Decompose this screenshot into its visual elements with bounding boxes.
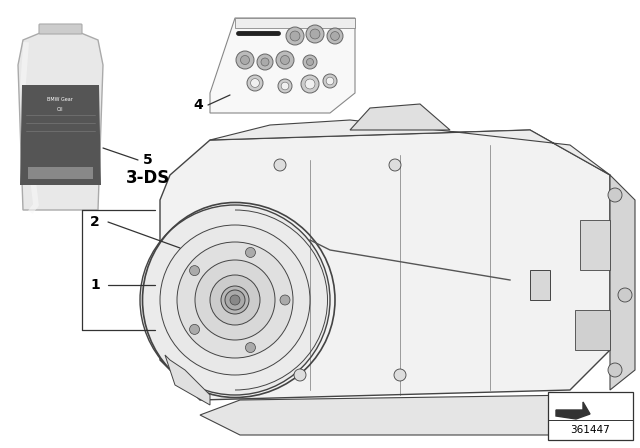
Circle shape (261, 58, 269, 66)
Text: 2: 2 (90, 215, 100, 229)
Circle shape (189, 266, 200, 276)
FancyBboxPatch shape (28, 167, 93, 179)
Circle shape (286, 27, 304, 45)
Circle shape (306, 25, 324, 43)
Circle shape (280, 56, 289, 65)
Circle shape (389, 159, 401, 171)
Circle shape (246, 343, 255, 353)
Circle shape (247, 75, 263, 91)
Circle shape (294, 369, 306, 381)
Polygon shape (350, 104, 450, 130)
Circle shape (251, 78, 259, 87)
Bar (575, 310, 610, 350)
Text: 361447: 361447 (570, 425, 610, 435)
Circle shape (230, 295, 240, 305)
Circle shape (246, 247, 255, 258)
Circle shape (236, 51, 254, 69)
Circle shape (326, 77, 334, 85)
Circle shape (290, 31, 300, 41)
Bar (580, 220, 610, 270)
Circle shape (274, 159, 286, 171)
Circle shape (303, 55, 317, 69)
Polygon shape (18, 27, 103, 210)
Circle shape (221, 286, 249, 314)
Circle shape (608, 363, 622, 377)
Text: 3-DS: 3-DS (126, 169, 170, 187)
Circle shape (210, 275, 260, 325)
Circle shape (140, 205, 330, 395)
Circle shape (305, 79, 315, 89)
Polygon shape (210, 120, 610, 175)
Circle shape (276, 51, 294, 69)
Text: Oil: Oil (57, 107, 63, 112)
Circle shape (394, 369, 406, 381)
Circle shape (301, 75, 319, 93)
Circle shape (257, 54, 273, 70)
Bar (548, 392, 633, 440)
Circle shape (608, 188, 622, 202)
Circle shape (327, 28, 343, 44)
Text: 4: 4 (193, 98, 203, 112)
Text: BMW Gear: BMW Gear (47, 97, 73, 102)
Polygon shape (165, 355, 210, 405)
FancyBboxPatch shape (39, 24, 82, 34)
Circle shape (618, 288, 632, 302)
Circle shape (189, 324, 200, 334)
Polygon shape (556, 402, 590, 419)
Circle shape (225, 290, 245, 310)
Circle shape (323, 74, 337, 88)
Circle shape (241, 56, 250, 65)
Polygon shape (235, 18, 355, 28)
Text: 5: 5 (143, 153, 153, 167)
Circle shape (160, 225, 310, 375)
Circle shape (281, 82, 289, 90)
Circle shape (331, 32, 339, 40)
Text: 1: 1 (90, 278, 100, 292)
Polygon shape (20, 85, 101, 185)
Circle shape (280, 295, 290, 305)
Polygon shape (200, 395, 610, 435)
Circle shape (195, 260, 275, 340)
Circle shape (310, 29, 320, 39)
Polygon shape (610, 175, 635, 390)
Bar (530, 270, 550, 300)
Circle shape (177, 242, 293, 358)
Polygon shape (160, 130, 610, 400)
Circle shape (307, 59, 314, 65)
Polygon shape (210, 18, 355, 113)
Circle shape (278, 79, 292, 93)
